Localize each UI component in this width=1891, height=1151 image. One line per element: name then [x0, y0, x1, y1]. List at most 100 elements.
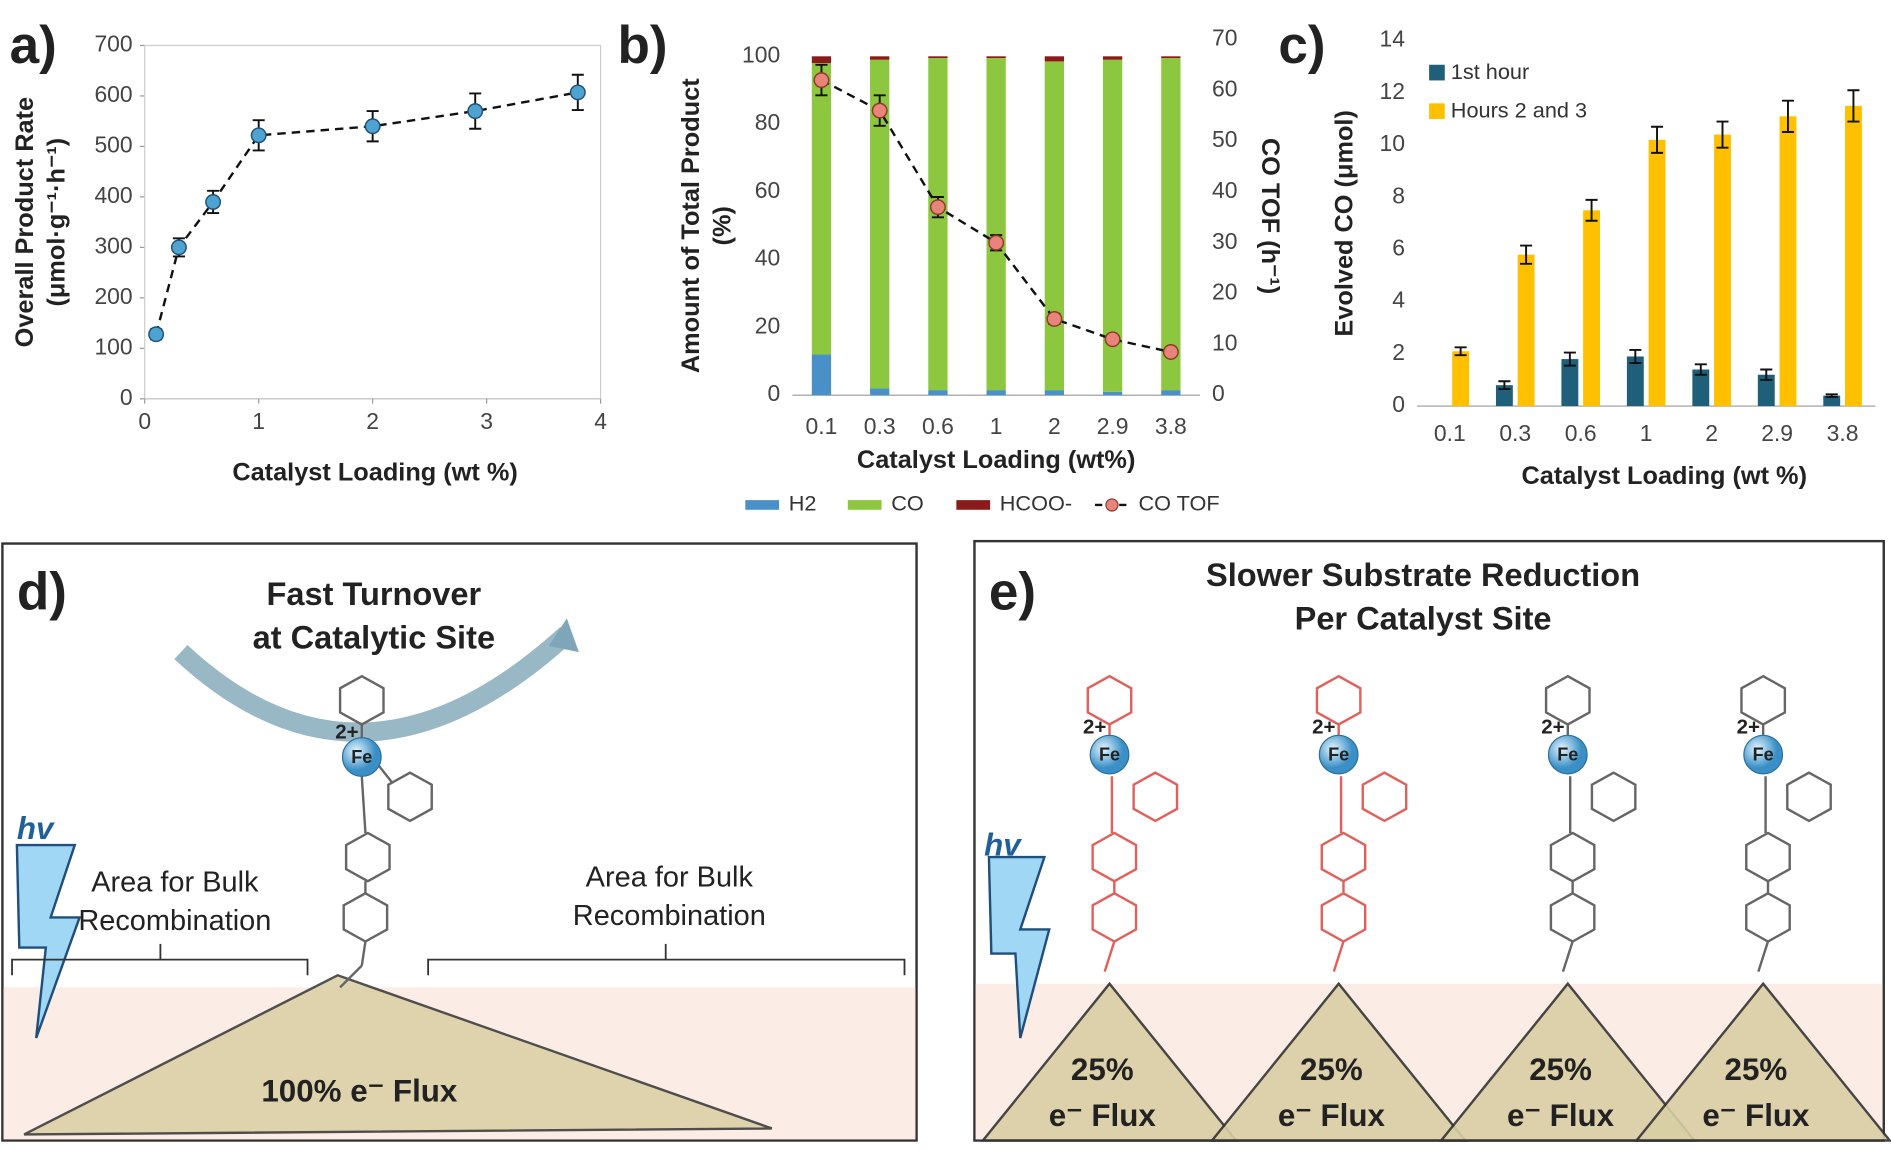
arrow-head — [548, 618, 579, 653]
y-tick-label: 6 — [1392, 234, 1405, 260]
x-tick-label: 2 — [1048, 413, 1061, 439]
bracket — [427, 943, 906, 976]
bar-segment — [870, 388, 890, 396]
data-point — [250, 127, 267, 144]
y-tick-label: 2 — [1392, 339, 1405, 365]
legend-swatch — [1105, 498, 1119, 512]
y2-tick-label: 10 — [1212, 329, 1237, 355]
y2-tick-label: 50 — [1212, 126, 1237, 152]
y-axis-label: Amount of Total Product — [677, 78, 705, 373]
bar — [1452, 351, 1470, 407]
metal: Fe — [1557, 745, 1578, 765]
bar-segment — [811, 63, 832, 355]
bar-segment — [986, 58, 1006, 391]
error-bar — [1716, 120, 1729, 149]
bar-segment — [811, 56, 832, 64]
data-point — [467, 103, 484, 120]
legend-swatch — [956, 500, 991, 510]
ligand — [1315, 674, 1408, 973]
bar-segment — [811, 354, 832, 396]
charge: 2+ — [1737, 715, 1760, 738]
light-bolt — [987, 855, 1051, 1039]
flux-region — [1438, 981, 1697, 1142]
metal-center — [1547, 734, 1588, 775]
y-axis-label: Overall Product Rate — [11, 97, 39, 347]
flux-region — [1209, 981, 1468, 1142]
y-tick-label: 10 — [1379, 130, 1404, 156]
data-point — [1104, 331, 1121, 348]
data-point — [1162, 344, 1179, 360]
charge: 2+ — [1541, 715, 1564, 738]
x-tick-label: 3.8 — [1827, 420, 1859, 446]
y-tick-label: 100 — [94, 333, 132, 359]
y2-tick-label: 60 — [1212, 75, 1237, 101]
panel-title: Per Catalyst Site — [1295, 600, 1552, 636]
data-point — [813, 72, 830, 89]
x-tick-label: 2 — [1705, 420, 1718, 446]
panel-label: a) — [10, 16, 57, 75]
bar — [1845, 105, 1862, 407]
y-axis-label: (%) — [708, 206, 736, 245]
bar-segment — [1161, 56, 1181, 59]
error-bar — [1629, 348, 1642, 364]
data-point — [929, 199, 946, 216]
data-point — [1046, 311, 1063, 327]
y2-tick-label: 70 — [1212, 24, 1237, 50]
y-tick-label: 100 — [742, 41, 780, 67]
bar — [1517, 254, 1535, 407]
bar-segment — [870, 59, 890, 389]
y-tick-label: 0 — [120, 384, 133, 410]
bracket — [11, 943, 309, 976]
turnover-arrow — [174, 626, 574, 742]
bar-segment — [1102, 391, 1123, 396]
panel-title: at Catalytic Site — [253, 620, 495, 656]
data-point — [148, 326, 165, 343]
legend-swatch — [1429, 103, 1445, 120]
legend-label: Hours 2 and 3 — [1451, 98, 1587, 123]
data-point — [205, 193, 222, 210]
flux-region — [1634, 981, 1891, 1142]
data-point — [364, 118, 381, 135]
legend-swatch — [745, 500, 780, 510]
x-tick-label: 0.1 — [806, 413, 838, 439]
panel-title: Fast Turnover — [267, 576, 482, 612]
error-bar — [1781, 99, 1795, 133]
panel-label: b) — [617, 16, 667, 75]
flux-label: e⁻ Flux — [1278, 1098, 1386, 1133]
hv: hv — [17, 811, 55, 846]
x-tick-label: 4 — [594, 408, 607, 434]
hv: hv — [984, 828, 1022, 863]
bar — [1626, 356, 1644, 407]
bar-segment — [1044, 390, 1065, 396]
flux-label: 25% — [1300, 1052, 1363, 1087]
bar — [1583, 210, 1601, 407]
panel-d: d) Fast Turnover at Catalytic Site 2+ Fe… — [1, 542, 918, 1142]
bar-segment — [1102, 59, 1123, 392]
bar — [1823, 395, 1841, 407]
bar-segment — [1102, 56, 1123, 60]
metal: Fe — [1328, 745, 1349, 765]
metal: Fe — [351, 747, 372, 767]
error-bar — [1585, 198, 1598, 222]
x-axis-label: Catalyst Loading (wt %) — [232, 458, 517, 486]
ligand — [1740, 674, 1832, 973]
error-bar — [1498, 380, 1511, 391]
legend-label: H2 — [789, 491, 817, 516]
y-tick-label: 14 — [1379, 26, 1405, 52]
y-tick-label: 20 — [755, 312, 780, 338]
metal-center — [1318, 734, 1359, 775]
x-tick-label: 2.9 — [1097, 413, 1129, 439]
data-point — [988, 234, 1005, 251]
x-tick-label: 1 — [252, 408, 265, 434]
y2-tick-label: 30 — [1212, 228, 1237, 254]
legend-label: CO — [891, 491, 924, 516]
y-tick-label: 4 — [1392, 287, 1405, 313]
x-tick-label: 0.3 — [864, 413, 896, 439]
bar — [1757, 374, 1775, 407]
x-tick-label: 2.9 — [1761, 420, 1793, 446]
bar — [1692, 369, 1710, 407]
error-bar — [1847, 89, 1860, 123]
bar-segment — [928, 390, 948, 396]
region-label: Recombination — [78, 905, 271, 937]
legend-swatch — [847, 500, 882, 510]
